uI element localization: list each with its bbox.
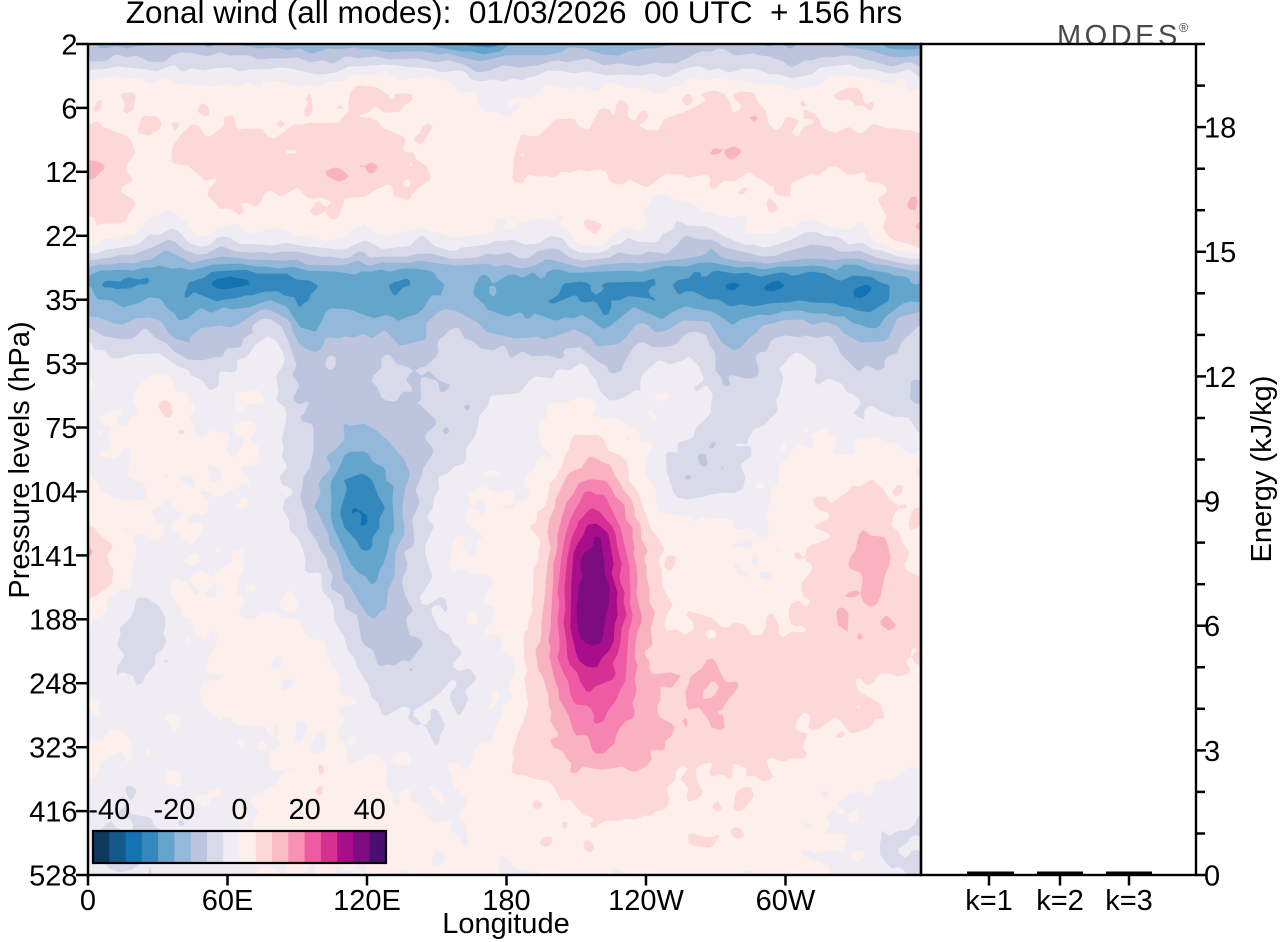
- svg-text:Energy (kJ/kg): Energy (kJ/kg): [1246, 376, 1278, 563]
- svg-text:12: 12: [45, 157, 77, 189]
- svg-text:53: 53: [45, 349, 77, 381]
- svg-text:60E: 60E: [202, 885, 254, 917]
- svg-text:0: 0: [231, 794, 247, 826]
- svg-text:248: 248: [29, 669, 77, 701]
- svg-text:-20: -20: [153, 794, 195, 826]
- svg-text:6: 6: [1204, 611, 1220, 643]
- svg-text:0: 0: [80, 885, 96, 917]
- svg-text:75: 75: [45, 413, 77, 445]
- svg-text:9: 9: [1204, 486, 1220, 518]
- svg-text:®: ®: [1179, 21, 1189, 35]
- svg-text:2: 2: [61, 29, 77, 61]
- svg-text:120E: 120E: [333, 885, 401, 917]
- svg-text:188: 188: [29, 605, 77, 637]
- svg-text:104: 104: [29, 477, 77, 509]
- svg-text:22: 22: [45, 221, 77, 253]
- svg-text:40: 40: [354, 794, 386, 826]
- svg-text:Pressure levels (hPa): Pressure levels (hPa): [4, 321, 36, 598]
- svg-text:k=3: k=3: [1105, 885, 1153, 917]
- svg-text:141: 141: [29, 541, 77, 573]
- svg-text:12: 12: [1204, 362, 1236, 394]
- svg-text:20: 20: [288, 794, 320, 826]
- svg-text:6: 6: [61, 93, 77, 125]
- svg-text:180: 180: [482, 885, 530, 917]
- svg-text:Longitude: Longitude: [442, 908, 569, 940]
- svg-text:15: 15: [1204, 237, 1236, 269]
- svg-text:416: 416: [29, 797, 77, 829]
- svg-text:120W: 120W: [608, 885, 684, 917]
- svg-text:3: 3: [1204, 736, 1220, 768]
- svg-text:18: 18: [1204, 113, 1236, 145]
- svg-text:Zonal wind (all modes): 01/03: Zonal wind (all modes): 01/03/2026 00 UT…: [126, 0, 903, 30]
- svg-text:-40: -40: [88, 794, 130, 826]
- svg-text:35: 35: [45, 285, 77, 317]
- svg-text:60W: 60W: [756, 885, 816, 917]
- svg-text:k=1: k=1: [965, 885, 1013, 917]
- svg-text:0: 0: [1204, 860, 1220, 892]
- svg-text:323: 323: [29, 733, 77, 765]
- svg-text:k=2: k=2: [1036, 885, 1084, 917]
- svg-text:528: 528: [29, 860, 77, 892]
